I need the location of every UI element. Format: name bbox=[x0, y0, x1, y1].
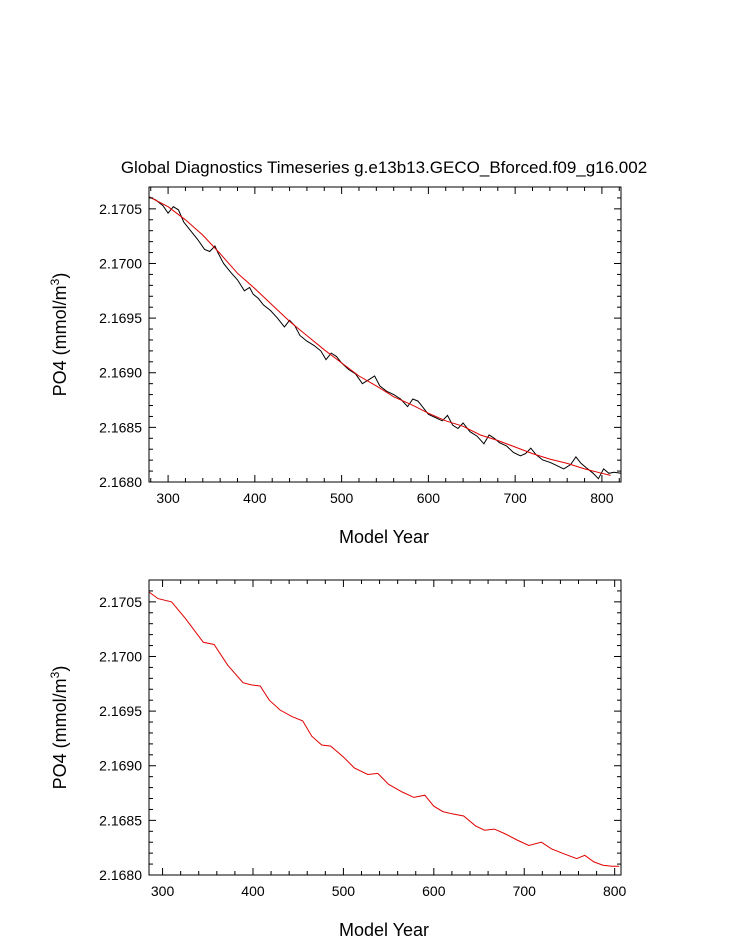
y-axis-label-text: PO4 (mmol/m bbox=[50, 285, 70, 396]
y-axis-label: PO4 (mmol/m3) bbox=[48, 666, 70, 790]
y-tick-label: 2.1685 bbox=[99, 812, 142, 828]
x-tick-label: 700 bbox=[503, 490, 527, 506]
x-tick-label: 300 bbox=[156, 490, 180, 506]
top-chart-ticks bbox=[149, 186, 621, 483]
bottom-chart-frame bbox=[148, 579, 622, 876]
y-tick-label: 2.1705 bbox=[99, 201, 142, 217]
top-chart-panel: Global Diagnostics Timeseries g.e13b13.G… bbox=[48, 158, 647, 547]
x-tick-label: 300 bbox=[151, 883, 175, 899]
y-tick-label: 2.1700 bbox=[99, 255, 142, 271]
x-tick-label: 500 bbox=[330, 490, 354, 506]
top-chart-frame bbox=[148, 186, 622, 483]
y-tick-label: 2.1695 bbox=[99, 310, 142, 326]
x-tick-label: 800 bbox=[590, 490, 614, 506]
x-tick-label: 600 bbox=[422, 883, 446, 899]
y-tick-label: 2.1705 bbox=[99, 594, 142, 610]
y-axis-label-superscript: 3 bbox=[48, 278, 62, 285]
chart-title: Global Diagnostics Timeseries g.e13b13.G… bbox=[121, 158, 647, 177]
x-tick-label: 400 bbox=[243, 490, 267, 506]
x-axis-label: Model Year bbox=[339, 527, 429, 547]
series-line-annual bbox=[148, 196, 622, 480]
bottom-chart-ticks bbox=[149, 579, 621, 876]
bottom-chart-panel: 300 400 500 600 700 800 2.16802.16852.16902.1… bbox=[48, 579, 627, 940]
bottom-chart-y-tick-labels: 2.1680 2.1685 2.1690 2.1695 2.1700 2.1705 bbox=[99, 594, 142, 883]
y-axis-label: PO4 (mmol/m3) bbox=[48, 273, 70, 397]
y-axis-label-close: ) bbox=[50, 666, 70, 672]
bottom-chart-series bbox=[148, 591, 620, 867]
y-tick-label: 2.1695 bbox=[99, 703, 142, 719]
series-line-decadal-mean bbox=[148, 591, 620, 867]
y-axis-label-close: ) bbox=[50, 273, 70, 279]
y-tick-label: 2.1680 bbox=[99, 474, 142, 490]
y-tick-label: 2.1690 bbox=[99, 365, 142, 381]
x-axis-label: Model Year bbox=[339, 920, 429, 940]
x-tick-label: 400 bbox=[241, 883, 265, 899]
top-chart-y-tick-labels: 2.1680 2.1685 2.1690 2.1695 2.1700 2.1705 bbox=[99, 201, 142, 490]
y-axis-label-text: PO4 (mmol/m bbox=[50, 678, 70, 789]
series-line-running-mean bbox=[148, 196, 611, 476]
y-tick-label: 2.1690 bbox=[99, 758, 142, 774]
top-chart-x-tick-labels: 300 400 500 600 700 800 bbox=[156, 490, 613, 506]
x-tick-label: 600 bbox=[417, 490, 441, 506]
y-tick-label: 2.1680 bbox=[99, 867, 142, 883]
y-tick-label: 2.1685 bbox=[99, 419, 142, 435]
y-axis-label-superscript: 3 bbox=[48, 671, 62, 678]
top-chart-series bbox=[148, 196, 622, 480]
y-tick-label: 2.1700 bbox=[99, 648, 142, 664]
x-tick-label: 500 bbox=[332, 883, 356, 899]
bottom-chart-x-tick-labels: 300 400 500 600 700 800 bbox=[151, 883, 627, 899]
x-tick-label: 700 bbox=[513, 883, 537, 899]
x-tick-label: 800 bbox=[603, 883, 627, 899]
